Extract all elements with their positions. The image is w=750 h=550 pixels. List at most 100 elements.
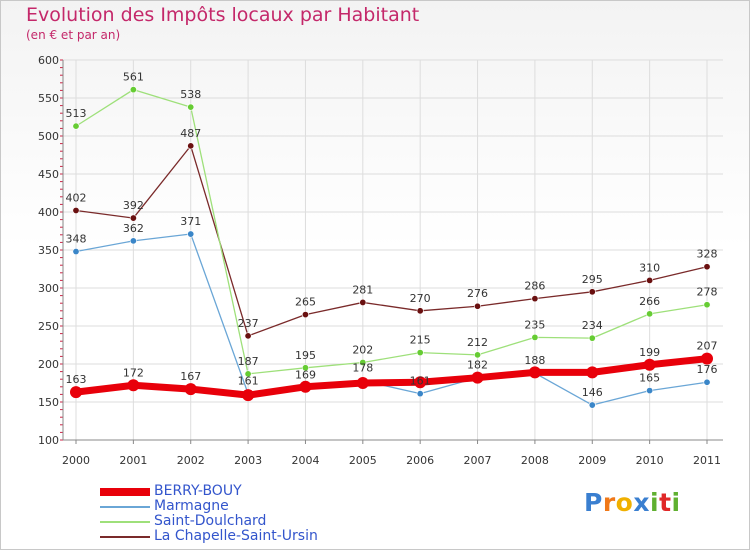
data-point [187,230,195,238]
brand-letter: i [650,488,660,517]
legend-label: BERRY-BOUY [154,483,242,499]
data-point [244,370,252,378]
data-label: 295 [582,273,603,286]
data-point [531,333,539,341]
data-point [703,263,711,271]
data-label: 348 [66,233,87,246]
data-label: 172 [123,366,144,379]
x-tick-label: 2010 [636,454,664,467]
data-label: 276 [467,287,488,300]
data-point [531,295,539,303]
brand-letter: i [671,488,681,517]
data-label: 234 [582,319,603,332]
data-label: 207 [697,340,718,353]
legend-item-saint-doulchard: Saint-Doulchard [100,514,318,529]
data-point [359,298,367,306]
x-tick-label: 2011 [693,454,721,467]
data-label: 237 [238,317,259,330]
y-tick-label: 200 [38,358,59,371]
data-label: 163 [66,373,87,386]
data-point [588,288,596,296]
y-tick-label: 550 [38,92,59,105]
data-label: 371 [180,215,201,228]
data-label: 278 [697,286,718,299]
data-point [474,302,482,310]
data-point [129,237,137,245]
legend-item-marmagne: Marmagne [100,499,318,514]
data-point [301,311,309,319]
data-point [127,379,140,392]
data-point [187,103,195,111]
data-label: 187 [238,355,259,368]
data-point [701,352,713,365]
data-label: 169 [295,369,316,382]
data-point [72,248,80,256]
data-label: 161 [410,375,431,388]
data-point [643,358,656,371]
data-label: 165 [639,372,660,385]
x-tick-label: 2004 [291,454,319,467]
proxiti-logo: Proxiti [584,488,681,517]
data-point [586,366,599,379]
data-label: 178 [352,362,373,375]
data-label: 513 [66,107,87,120]
brand-letter: t [659,488,672,517]
legend-swatch [100,487,150,496]
data-label: 146 [582,386,603,399]
data-label: 561 [123,71,144,84]
axes: 100 150 200 250 300 350 400 450 500 550 600 2000 200… [38,54,723,467]
data-label: 176 [697,363,718,376]
legend-label: Marmagne [154,498,229,514]
data-point [301,364,309,372]
series-line-3 [75,145,708,337]
y-tick-label: 500 [38,130,59,143]
data-label: 362 [123,222,144,235]
brand-letter: x [633,488,650,517]
data-label: 266 [639,295,660,308]
data-point [416,307,424,315]
data-point [474,351,482,359]
data-label: 265 [295,296,316,309]
data-label: 215 [410,334,431,347]
data-point [414,376,427,389]
data-label: 402 [66,191,87,204]
data-point [471,371,484,384]
legend-label: Saint-Doulchard [154,513,267,529]
x-tick-label: 2006 [406,454,434,467]
brand-letter: r [602,488,616,517]
data-point [588,401,596,409]
x-tick-label: 2003 [234,454,262,467]
data-point [703,301,711,309]
y-tick-label: 600 [38,54,59,67]
data-point [244,332,252,340]
data-label: 167 [180,370,201,383]
legend-swatch [100,520,150,523]
data-label: 182 [467,359,488,372]
series-line-0 [72,355,711,399]
data-label: 392 [123,199,144,212]
data-point [359,358,367,366]
x-tick-label: 2008 [521,454,549,467]
data-point [187,142,195,150]
data-point [528,366,541,379]
x-tick-label: 2002 [177,454,205,467]
data-point [242,389,255,402]
data-label: 161 [238,375,259,388]
data-point [703,378,711,386]
data-label: 199 [639,346,660,359]
data-label: 235 [524,318,545,331]
brand-letter: o [615,488,634,517]
data-label: 328 [697,248,718,261]
legend: BERRY-BOUY Marmagne Saint-Doulchard La C… [100,484,318,544]
data-point [72,206,80,214]
data-label: 212 [467,336,488,349]
y-tick-label: 100 [38,434,59,447]
legend-label: La Chapelle-Saint-Ursin [154,528,318,544]
legend-item-la-chapelle-saint-ursin: La Chapelle-Saint-Ursin [100,529,318,544]
y-tick-label: 450 [38,168,59,181]
series-line-1 [75,233,708,406]
data-point [646,310,654,318]
data-point [588,334,596,342]
